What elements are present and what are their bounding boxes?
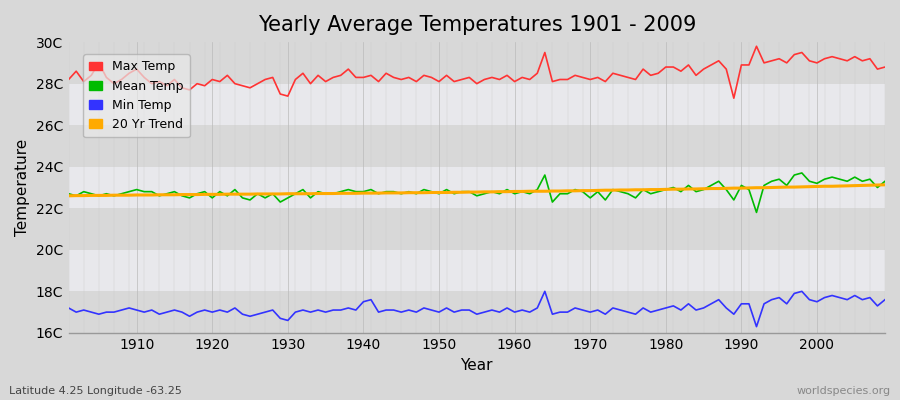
Text: worldspecies.org: worldspecies.org <box>796 386 891 396</box>
Bar <box>68 167 885 208</box>
Bar <box>68 84 885 125</box>
X-axis label: Year: Year <box>461 358 493 373</box>
Legend: Max Temp, Mean Temp, Min Temp, 20 Yr Trend: Max Temp, Mean Temp, Min Temp, 20 Yr Tre… <box>83 54 190 138</box>
Bar <box>68 208 885 250</box>
Title: Yearly Average Temperatures 1901 - 2009: Yearly Average Temperatures 1901 - 2009 <box>257 15 696 35</box>
Bar <box>68 125 885 167</box>
Text: Latitude 4.25 Longitude -63.25: Latitude 4.25 Longitude -63.25 <box>9 386 182 396</box>
Bar <box>68 42 885 84</box>
Y-axis label: Temperature: Temperature <box>15 139 30 236</box>
Bar <box>68 291 885 333</box>
Bar <box>68 250 885 291</box>
